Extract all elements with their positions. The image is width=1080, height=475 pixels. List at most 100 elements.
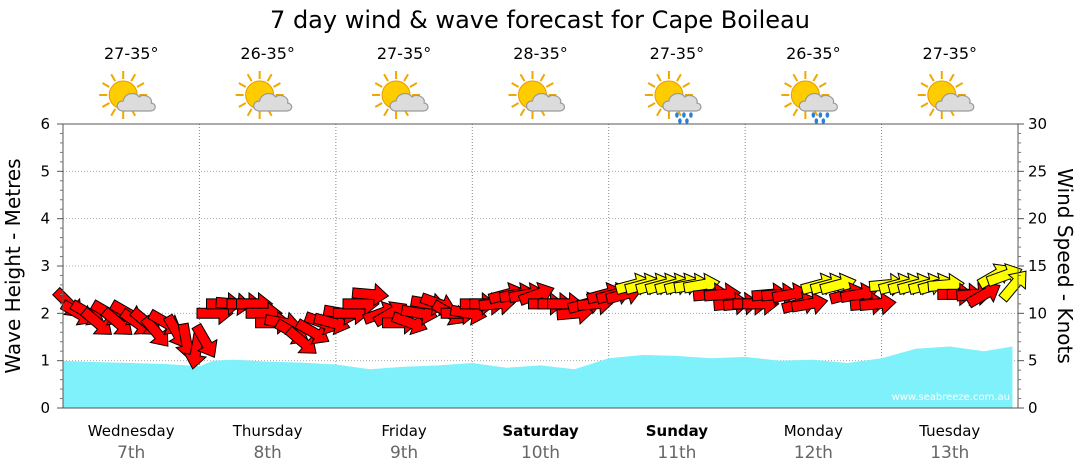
right-tick-label: 0 xyxy=(1028,399,1038,417)
sun-ray xyxy=(784,82,792,88)
partly-cloudy-icon xyxy=(508,71,566,119)
cloud xyxy=(798,92,838,112)
credit-text: www.seabreeze.com.au xyxy=(892,392,1010,403)
sun-ray xyxy=(374,82,383,88)
cloud xyxy=(253,92,293,112)
right-tick-label: 20 xyxy=(1028,210,1047,228)
wind-arrows xyxy=(52,262,1027,370)
day-date: 12th xyxy=(794,443,833,463)
day-name: Wednesday xyxy=(88,422,175,440)
sun-ray xyxy=(238,102,247,108)
y2-axis-label: Wind Speed - Knots xyxy=(1053,168,1077,364)
sun-ray xyxy=(656,108,662,117)
partly-cloudy-icon xyxy=(372,71,429,119)
rain-drop xyxy=(814,118,819,124)
sun-ray xyxy=(266,73,273,82)
day-date: 11th xyxy=(657,443,696,463)
sun-ray xyxy=(818,82,827,88)
left-tick-label: 4 xyxy=(40,210,50,228)
rain-drop xyxy=(685,118,689,124)
sun-ray xyxy=(545,82,554,88)
rain-drop xyxy=(675,112,679,118)
cloud xyxy=(116,92,156,112)
sun-ray xyxy=(920,102,929,108)
day-temperature: 27-35° xyxy=(377,44,432,63)
wind-arrow xyxy=(79,306,113,335)
left-tick-label: 6 xyxy=(40,115,50,133)
sun-ray xyxy=(101,102,110,108)
sun-ray xyxy=(511,82,520,88)
day-name: Saturday xyxy=(502,422,579,440)
day-temperature: 27-35° xyxy=(923,44,978,63)
wind-arrow xyxy=(191,322,218,358)
wind-arrow xyxy=(140,314,169,347)
cloud xyxy=(525,92,566,112)
sun-ray xyxy=(519,73,526,82)
right-tick-label: 15 xyxy=(1028,257,1047,275)
sun-ray xyxy=(383,108,389,117)
day-name: Monday xyxy=(784,422,843,440)
left-tick-label: 2 xyxy=(40,304,50,322)
sun-ray xyxy=(238,82,247,88)
sun-ray xyxy=(948,73,955,82)
sun-ray xyxy=(676,73,682,82)
rain-drop xyxy=(821,118,826,124)
sun-ray xyxy=(101,82,110,88)
day-name: Friday xyxy=(381,422,427,440)
sun-ray xyxy=(246,73,253,82)
sun-ray xyxy=(647,102,656,108)
day-date: 13th xyxy=(930,443,969,463)
day-temperature: 27-35° xyxy=(650,44,705,63)
day-date: 9th xyxy=(390,443,418,463)
sun-ray xyxy=(383,73,389,82)
sun-ray xyxy=(519,108,526,117)
sun-ray xyxy=(784,102,792,108)
sun-ray xyxy=(647,82,656,88)
sun-ray xyxy=(656,73,662,82)
rain-drop xyxy=(689,112,693,118)
sun-ray xyxy=(136,82,145,88)
day-headers: 27-35° 26-35° 27-35° 28-35° 27-35° 26-35° 27-3… xyxy=(99,44,977,124)
chart-title: 7 day wind & wave forecast for Cape Boil… xyxy=(270,6,810,34)
sun-ray xyxy=(374,102,383,108)
wind-arrow xyxy=(790,291,829,316)
wind-arrow xyxy=(859,291,897,316)
right-axis: 0 5 10 15 20 25 30 xyxy=(1018,115,1047,417)
rain-drop xyxy=(811,112,816,118)
cloud xyxy=(389,92,429,112)
partly-cloudy-icon xyxy=(917,71,975,119)
wind-arrow xyxy=(998,270,1027,303)
rain-drop xyxy=(825,112,830,118)
sun-ray xyxy=(511,102,520,108)
partly-cloudy-icon xyxy=(235,71,293,119)
sun-ray xyxy=(403,73,409,82)
day-name: Sunday xyxy=(646,422,709,440)
showers-icon xyxy=(644,71,702,124)
cloud xyxy=(935,92,975,112)
right-tick-label: 5 xyxy=(1028,352,1038,370)
left-tick-label: 0 xyxy=(40,399,50,417)
sun-ray xyxy=(955,82,964,88)
day-date: 7th xyxy=(117,443,145,463)
showers-icon xyxy=(781,71,838,124)
day-date: 8th xyxy=(254,443,282,463)
sun-ray xyxy=(539,73,546,82)
rain-drop xyxy=(682,112,686,118)
day-name: Tuesday xyxy=(918,422,980,440)
sun-ray xyxy=(130,73,137,82)
sun-ray xyxy=(812,73,819,82)
wind-arrow xyxy=(294,318,330,345)
sun-ray xyxy=(928,108,935,117)
rain-drop xyxy=(678,118,682,124)
cloud xyxy=(662,92,702,112)
sun-ray xyxy=(792,108,799,117)
day-footers: Wednesday 7th Thursday 8th Friday 9th Saturday… xyxy=(88,422,981,463)
day-date: 10th xyxy=(521,443,560,463)
sun-ray xyxy=(273,82,281,88)
left-tick-label: 3 xyxy=(40,257,50,275)
y-axis-label: Wave Height - Metres xyxy=(1,158,25,373)
sun-ray xyxy=(682,82,691,88)
left-tick-label: 1 xyxy=(40,352,50,370)
